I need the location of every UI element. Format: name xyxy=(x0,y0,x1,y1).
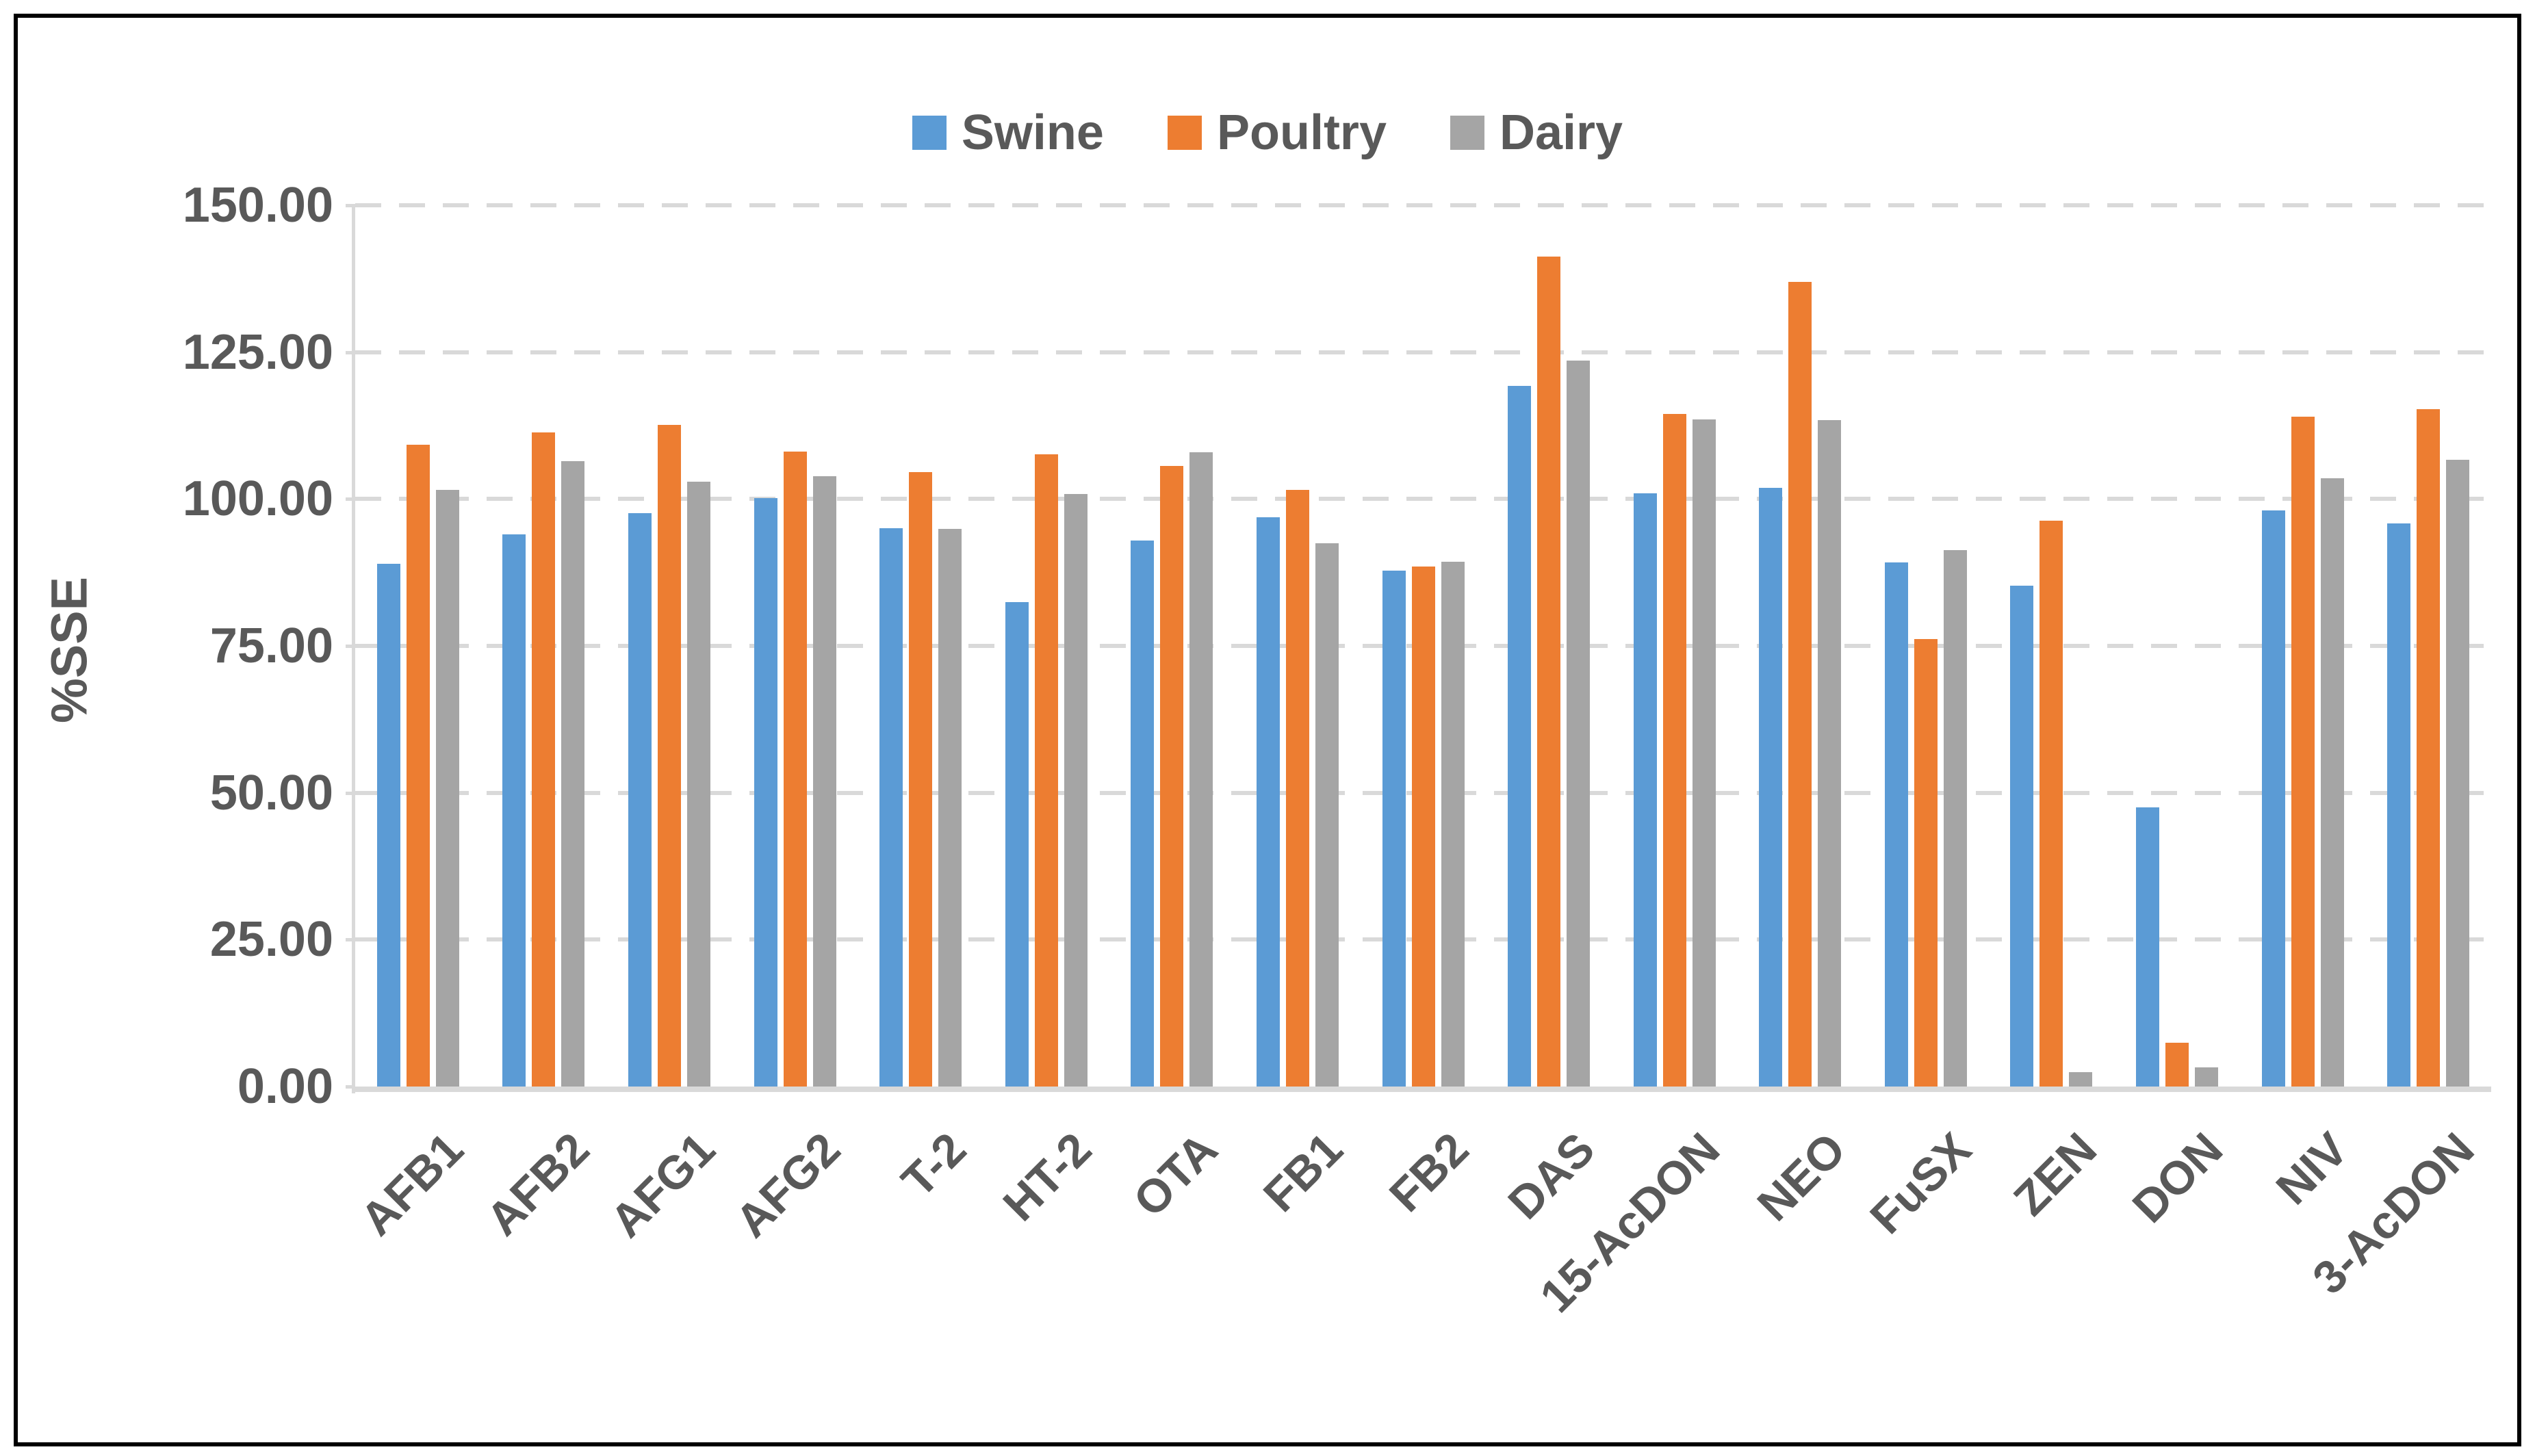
bar-poultry-3-AcDON xyxy=(2417,408,2441,1087)
bar-dairy-DON xyxy=(2195,1067,2219,1087)
y-tick-label-0: 0.00 xyxy=(237,1059,333,1114)
bar-poultry-AFG2 xyxy=(783,451,807,1087)
bar-poultry-AFB2 xyxy=(532,432,556,1087)
bar-poultry-T-2 xyxy=(909,471,933,1087)
x-tick-label-DON: DON xyxy=(2122,1123,2232,1233)
bar-dairy-T-2 xyxy=(938,529,962,1087)
y-tick-mark xyxy=(346,791,355,795)
bar-poultry-FuSX xyxy=(1914,638,1938,1087)
bar-swine-DAS xyxy=(1508,386,1532,1087)
bar-dairy-HT-2 xyxy=(1064,493,1088,1087)
x-tick-label-NEO: NEO xyxy=(1747,1123,1856,1232)
y-tick-mark xyxy=(346,1085,355,1089)
legend-swatch-dairy xyxy=(1450,116,1484,150)
x-tick-label-AFG2: AFG2 xyxy=(725,1123,851,1248)
x-tick-label-AFG1: AFG1 xyxy=(600,1123,725,1248)
bar-swine-FB1 xyxy=(1256,517,1280,1087)
bar-poultry-DAS xyxy=(1537,256,1561,1087)
y-tick-mark xyxy=(346,645,355,648)
y-tick-mark xyxy=(346,938,355,942)
bar-chart: Swine Poultry Dairy %SSE AFB1 AFB2 AFG1 AFG2 T… xyxy=(14,14,2521,1446)
y-tick-label-150: 150.00 xyxy=(182,178,333,233)
bar-swine-DON xyxy=(2136,807,2160,1087)
bar-poultry-HT-2 xyxy=(1034,454,1058,1087)
bar-dairy-AFG2 xyxy=(812,476,836,1087)
x-tick-label-FB2: FB2 xyxy=(1379,1123,1479,1222)
y-tick-label-25: 25.00 xyxy=(209,912,333,967)
legend-label: Swine xyxy=(961,105,1104,160)
y-tick-label-50: 50.00 xyxy=(209,765,333,820)
bar-poultry-AFB1 xyxy=(406,445,430,1087)
bar-poultry-NEO xyxy=(1788,281,1812,1087)
bar-swine-FuSX xyxy=(1884,562,1908,1087)
bar-poultry-NIV xyxy=(2291,417,2315,1087)
bar-poultry-OTA xyxy=(1160,466,1184,1087)
x-tick-label-AFB2: AFB2 xyxy=(476,1123,600,1246)
y-tick-mark xyxy=(346,497,355,502)
y-tick-mark xyxy=(346,350,355,354)
bar-poultry-AFG1 xyxy=(657,425,681,1087)
bar-dairy-AFG1 xyxy=(686,482,710,1087)
bar-dairy-DAS xyxy=(1567,360,1591,1087)
y-axis-line xyxy=(352,205,355,1093)
y-tick-label-125: 125.00 xyxy=(182,324,333,380)
bar-swine-FB2 xyxy=(1382,571,1406,1087)
x-tick-label-NIV: NIV xyxy=(2266,1123,2358,1215)
bar-poultry-FB2 xyxy=(1411,567,1435,1087)
legend-item-dairy: Dairy xyxy=(1450,108,1623,157)
bar-swine-AFG1 xyxy=(628,512,652,1087)
legend-swatch-swine xyxy=(912,116,947,150)
bar-swine-HT-2 xyxy=(1005,601,1029,1087)
y-tick-mark xyxy=(346,204,355,207)
bar-poultry-FB1 xyxy=(1285,490,1309,1087)
bar-dairy-ZEN xyxy=(2069,1071,2093,1087)
legend-label: Dairy xyxy=(1499,105,1623,160)
x-tick-label-HT-2: HT-2 xyxy=(993,1123,1102,1232)
legend-swatch-poultry xyxy=(1167,116,1202,150)
bar-swine-NEO xyxy=(1759,488,1783,1087)
y-tick-label-100: 100.00 xyxy=(182,471,333,527)
x-tick-label-T-2: T-2 xyxy=(891,1123,977,1208)
bar-swine-AFB1 xyxy=(376,563,400,1087)
bar-dairy-FB1 xyxy=(1315,543,1339,1087)
bar-swine-NIV xyxy=(2261,510,2285,1087)
bar-poultry-DON xyxy=(2165,1043,2189,1087)
x-tick-label-FuSX: FuSX xyxy=(1860,1123,1981,1244)
x-tick-label-FB1: FB1 xyxy=(1254,1123,1353,1222)
legend-label: Poultry xyxy=(1216,105,1387,160)
legend-item-swine: Swine xyxy=(912,108,1104,157)
bar-swine-15-AcDON xyxy=(1633,493,1657,1087)
gridline-125 xyxy=(355,350,2491,354)
bar-dairy-NEO xyxy=(1818,420,1842,1087)
bar-swine-OTA xyxy=(1131,541,1155,1087)
bar-dairy-NIV xyxy=(2320,478,2344,1087)
bar-swine-AFB2 xyxy=(502,534,526,1087)
bar-dairy-AFB2 xyxy=(561,461,585,1087)
legend-item-poultry: Poultry xyxy=(1167,105,1387,160)
bar-dairy-3-AcDON xyxy=(2446,459,2470,1087)
gridline-150 xyxy=(355,203,2491,207)
x-tick-label-DAS: DAS xyxy=(1497,1123,1605,1230)
bar-dairy-FB2 xyxy=(1441,562,1465,1087)
legend: Swine Poultry Dairy xyxy=(18,108,2517,157)
gridline-100 xyxy=(355,497,2491,502)
bar-dairy-15-AcDON xyxy=(1692,419,1716,1087)
bar-swine-ZEN xyxy=(2010,586,2034,1087)
bar-dairy-OTA xyxy=(1189,452,1213,1087)
x-tick-label-OTA: OTA xyxy=(1123,1123,1228,1227)
bar-swine-T-2 xyxy=(879,528,903,1087)
x-tick-label-ZEN: ZEN xyxy=(2004,1123,2107,1226)
bar-swine-3-AcDON xyxy=(2387,523,2411,1087)
x-axis-line xyxy=(352,1087,2491,1092)
bar-poultry-ZEN xyxy=(2039,521,2063,1087)
bar-poultry-15-AcDON xyxy=(1662,413,1686,1087)
y-tick-label-75: 75.00 xyxy=(209,619,333,673)
bar-dairy-AFB1 xyxy=(435,490,459,1087)
bar-swine-AFG2 xyxy=(754,498,777,1087)
x-tick-label-AFB1: AFB1 xyxy=(350,1123,474,1246)
bar-dairy-FuSX xyxy=(1943,550,1967,1087)
